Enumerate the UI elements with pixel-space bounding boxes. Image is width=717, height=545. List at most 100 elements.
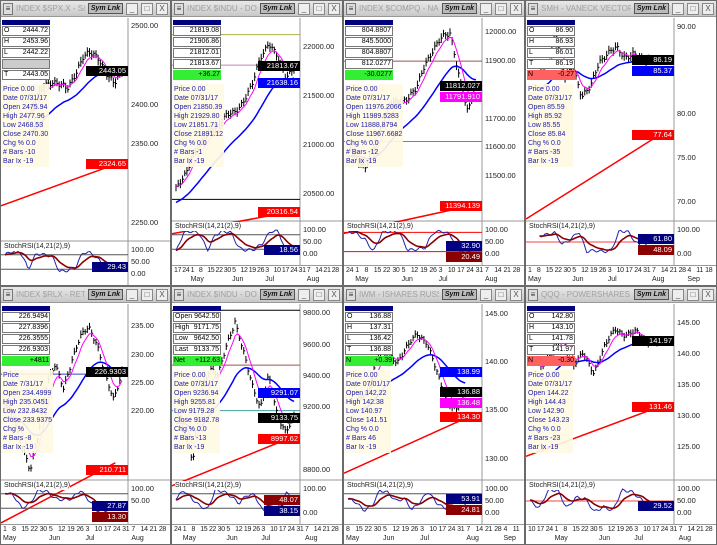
maximize-icon[interactable]: □ (495, 288, 507, 301)
minimize-icon[interactable]: _ (126, 2, 138, 15)
tooltip-line: Date 07/31/17 (346, 95, 390, 102)
close-icon[interactable]: X (156, 288, 168, 301)
window-menu-icon[interactable]: ≡ (174, 2, 184, 15)
symbol-link-button[interactable]: Sym Lnk (441, 289, 477, 300)
close-icon[interactable]: X (328, 288, 340, 301)
date-tick-label: 17 (625, 267, 633, 274)
quote-field-value: 86.90 (555, 27, 573, 34)
window-menu-icon[interactable]: ≡ (346, 2, 356, 15)
symbol-link-button[interactable]: Sym Lnk (441, 3, 477, 14)
minimize-icon[interactable]: _ (298, 288, 310, 301)
close-icon[interactable]: X (702, 288, 714, 301)
quote-field-value: 21906.86 (189, 38, 219, 45)
maximize-icon[interactable]: □ (495, 2, 507, 15)
close-icon[interactable]: X (702, 2, 714, 15)
symbol-link-button[interactable]: Sym Lnk (259, 3, 295, 14)
symbol-link-button[interactable]: Sym Lnk (633, 289, 669, 300)
title-bar[interactable]: ≡INDEX $INDU - DOW JONES TRANSPORTATIONS… (172, 287, 342, 303)
minimize-icon[interactable]: _ (672, 288, 684, 301)
price-bar (617, 328, 620, 336)
price-bar (284, 425, 287, 434)
close-icon[interactable]: X (510, 2, 522, 15)
maximize-icon[interactable]: □ (141, 2, 153, 15)
title-bar[interactable]: ≡INDEX $RLX - RETAIL INDEXSym Lnk_□X (1, 287, 170, 303)
y-axis-tick-label: 12000.00 (485, 27, 517, 37)
close-icon[interactable]: X (156, 2, 168, 15)
month-label: Aug (131, 535, 144, 542)
minimize-icon[interactable]: _ (126, 288, 138, 301)
quote-header (527, 20, 575, 25)
price-bar (628, 329, 631, 336)
price-bar (232, 327, 235, 334)
stoch-value-tag: 48.07 (264, 494, 300, 505)
tooltip-line: Low 142.90 (528, 408, 565, 415)
long-ma-line (1, 163, 116, 207)
symbol-link-button[interactable]: Sym Lnk (87, 3, 123, 14)
symbol-link-button[interactable]: Sym Lnk (259, 289, 295, 300)
price-bar (80, 56, 83, 67)
y-axis-tick-label: 2500.00 (131, 20, 159, 30)
maximize-icon[interactable]: □ (687, 288, 699, 301)
window-menu-icon[interactable]: ≡ (346, 288, 356, 301)
maximize-icon[interactable]: □ (141, 288, 153, 301)
close-icon[interactable]: X (328, 2, 340, 15)
title-bar[interactable]: ≡INDEX $COMPQ - NASDAQ COMPOSITE INDEXSy… (344, 1, 524, 17)
maximize-icon[interactable]: □ (313, 2, 325, 15)
window-menu-icon[interactable]: ≡ (3, 288, 13, 301)
chart-window[interactable]: ≡INDEX $INDU - DOW JONES INDUSTRIALSym L… (171, 0, 343, 286)
quote-value: T 86.19 (527, 59, 575, 69)
window-menu-icon[interactable]: ≡ (3, 2, 13, 15)
price-bar (112, 77, 115, 88)
title-bar[interactable]: ≡QQQ - POWERSHARES QQQ TRUSTSym Lnk_□X (526, 287, 716, 303)
symbol-link-button[interactable]: Sym Lnk (633, 3, 669, 14)
stoch-axis-tick-label: 0.00 (677, 249, 692, 258)
window-menu-icon[interactable]: ≡ (528, 288, 538, 301)
stoch-axis-tick-label: 0.00 (303, 508, 318, 517)
chart-window[interactable]: ≡SMH - VANECK VECTORS SEMICONDUCTORSym L… (525, 0, 717, 286)
quote-value: Low 9642.50 (173, 334, 221, 344)
chart-window[interactable]: ≡QQQ - POWERSHARES QQQ TRUSTSym Lnk_□X 14… (525, 286, 717, 545)
maximize-icon[interactable]: □ (687, 2, 699, 15)
stochrsi-signal-line (347, 494, 467, 508)
price-bar (595, 70, 598, 78)
quote-box: Open 9642.50 High 9171.75 Low 9642.50 Last 9133… (173, 306, 221, 366)
title-bar[interactable]: ≡IWM - ISHARES RUSSELL 2000 ETFSym Lnk_□… (344, 287, 524, 303)
minimize-icon[interactable]: _ (298, 2, 310, 15)
net-label: N (528, 71, 534, 78)
quote-value: O 142.80 (527, 312, 575, 322)
stoch-axis-tick-label: 0.00 (677, 508, 692, 517)
title-bar[interactable]: ≡INDEX $INDU - DOW JONES INDUSTRIALSym L… (172, 1, 342, 17)
chart-window[interactable]: ≡INDEX $COMPQ - NASDAQ COMPOSITE INDEXSy… (343, 0, 525, 286)
price-bar (245, 356, 248, 364)
price-bar (419, 334, 422, 343)
title-bar[interactable]: ≡INDEX $SPX.X - S&P 500 INDEXSym Lnk_□X (1, 1, 170, 17)
price-bar (632, 47, 635, 55)
chart-window[interactable]: ≡INDEX $SPX.X - S&P 500 INDEXSym Lnk_□X 2… (0, 0, 171, 286)
quote-value: L 86.01 (527, 48, 575, 58)
chart-window[interactable]: ≡INDEX $INDU - DOW JONES TRANSPORTATIONS… (171, 286, 343, 545)
date-tick-label: 31 (457, 526, 465, 533)
chart-window[interactable]: ≡INDEX $RLX - RETAIL INDEXSym Lnk_□X 235.… (0, 286, 171, 545)
price-bar (260, 399, 263, 406)
stoch-axis-tick-label: 50.00 (485, 496, 504, 505)
chart-window[interactable]: ≡IWM - ISHARES RUSSELL 2000 ETFSym Lnk_□… (343, 286, 525, 545)
tooltip-line: Bar Ix -19 (3, 444, 34, 451)
minimize-icon[interactable]: _ (672, 2, 684, 15)
minimize-icon[interactable]: _ (480, 2, 492, 15)
price-bar (445, 32, 448, 40)
price-tag: 226.9303 (86, 366, 128, 377)
close-icon[interactable]: X (510, 288, 522, 301)
window-menu-icon[interactable]: ≡ (528, 2, 538, 15)
price-bar (190, 454, 193, 461)
title-bar[interactable]: ≡SMH - VANECK VECTORS SEMICONDUCTORSym L… (526, 1, 716, 17)
month-label: Jun (226, 535, 238, 542)
data-tooltip: Price 0.00 Date 07/31/17 Open 2475.94 High … (2, 84, 50, 167)
quote-box: O 2444.72 H 2453.96 L 2442.22 T 2443.05 (2, 20, 50, 81)
maximize-icon[interactable]: □ (313, 288, 325, 301)
minimize-icon[interactable]: _ (480, 288, 492, 301)
symbol-link-button[interactable]: Sym Lnk (87, 289, 123, 300)
price-bar (119, 376, 122, 385)
window-menu-icon[interactable]: ≡ (174, 288, 184, 301)
date-tick-label: 19 (243, 526, 252, 533)
tooltip-line: Open 2475.94 (3, 104, 48, 111)
